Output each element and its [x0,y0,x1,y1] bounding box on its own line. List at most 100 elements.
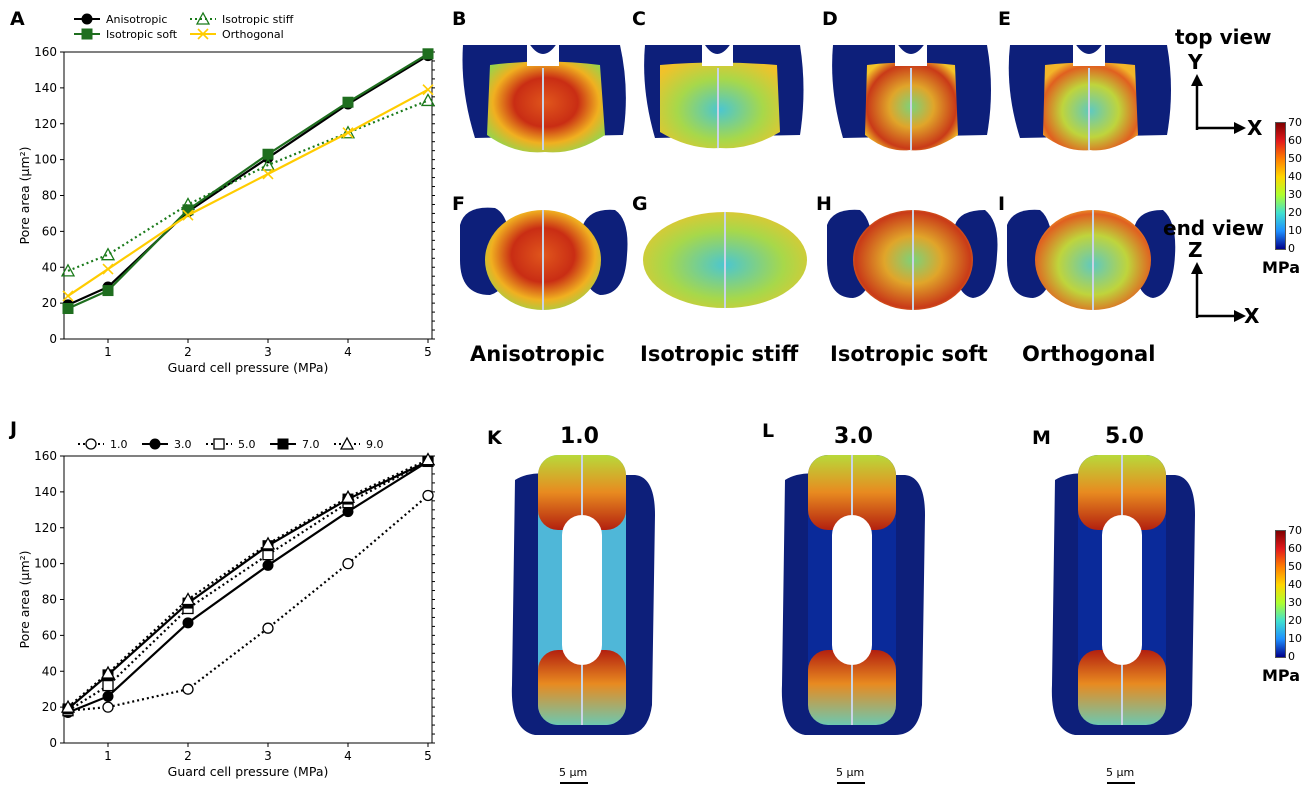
label-isotropic-soft: Isotropic soft [830,342,988,366]
render-k-pressure-1 [511,455,655,735]
y-tick-label: 0 [49,332,57,346]
colorbar-bottom-tick: 50 [1288,560,1302,573]
panel-letter-b: B [452,8,467,30]
data-point-1-0 [262,622,274,634]
legend-marker [85,438,97,450]
data-point-isotropic-stiff [420,93,436,107]
data-point-9-0 [340,489,356,503]
chart-frame [63,455,433,744]
render-b-anisotropic-top [462,40,626,153]
data-point-9-0 [180,592,196,606]
y-tick-label: 140 [34,81,57,95]
y-tick-label: 160 [34,45,57,59]
scale-bar-label-l: 5 μm [836,766,865,779]
colorbar-top [1275,122,1286,250]
data-point-1-0 [422,489,434,502]
legend-label: 3.0 [174,438,192,451]
series-line-9-0 [67,458,429,708]
end-view-axes-arrows [1191,262,1246,322]
chart-a-pore-area-by-model: 0 20 40 60 80 100 120 140 160 1 2 3 4 5 Guard cell pre… [17,11,436,375]
data-point-1-0 [102,701,114,713]
chart-j-pore-area-by-stiffness: 0 20 40 60 80 100 120 140 160 1 2 3 4 5 Guard cell pre… [17,436,436,779]
series-line-5-0 [67,460,429,712]
scale-bar-m [1107,782,1135,784]
panel-letter-g: G [632,193,648,215]
render-l-pressure-3 [781,455,925,735]
colorbar-top-tick: 20 [1288,206,1302,219]
panel-letter-c: C [632,8,646,30]
data-point-isotropic-soft [262,148,274,160]
x-axis-label: Guard cell pressure (MPa) [168,360,329,375]
data-point-3-0 [262,559,274,571]
y-tick-label: 120 [34,117,57,131]
top-view-label: top view [1175,25,1272,49]
simulation-renders-bottom [511,455,1195,735]
scale-bar-l [837,782,865,784]
colorbar-top-unit: MPa [1262,258,1301,277]
colorbar-bottom-tick: 70 [1288,524,1302,537]
data-point-orthogonal [102,263,114,275]
colorbar-bottom-unit: MPa [1262,666,1301,685]
colorbar-bottom-tick: 30 [1288,596,1302,609]
data-point-9-0 [420,452,436,466]
axis-y-letter: Y [1188,50,1203,74]
colorbar-top-tick: 10 [1288,224,1302,237]
series-line-isotropic-soft [67,52,429,310]
render-m-pressure-5 [1051,455,1195,735]
legend-marker [81,28,93,40]
series-line-3-0 [67,460,429,714]
x-tick-label: 1 [104,749,112,763]
x-tick-label: 3 [264,749,272,763]
panel-letter-j: J [10,418,18,440]
x-tick-label: 2 [184,345,192,359]
legend-label: 1.0 [110,438,128,451]
pressure-label-m: 5.0 [1105,424,1144,449]
panel-letter-l: L [762,420,775,442]
x-tick-label: 1 [104,345,112,359]
end-view-label: end view [1163,216,1265,240]
render-c-isotropic-stiff-top [644,40,804,149]
legend-label: Anisotropic [106,13,167,26]
data-point-isotropic-soft [342,96,354,108]
data-point-1-0 [182,683,194,695]
legend-marker [149,438,161,450]
scale-bar-k [560,782,588,784]
legend-marker [81,13,93,25]
panel-letter-f: F [452,193,465,215]
render-i-orthogonal-end [1007,209,1176,310]
x-tick-label: 4 [344,749,352,763]
data-point-orthogonal [342,127,354,139]
colorbar-top-tick: 0 [1288,242,1295,255]
data-point-3-0 [182,617,194,629]
render-f-anisotropic-end [460,207,628,310]
panel-letter-m: M [1032,427,1051,449]
series-line-7-0 [67,460,429,710]
series-line-1-0 [67,494,429,712]
colorbar-bottom-tick: 10 [1288,632,1302,645]
chart-frame [63,51,433,340]
axis-x-letter-end: X [1244,304,1260,328]
data-point-isotropic-soft [102,285,114,297]
x-tick-label: 5 [424,345,432,359]
y-tick-label: 80 [42,189,57,203]
data-point-isotropic-stiff [260,157,276,171]
colorbar-bottom-tick: 0 [1288,650,1295,663]
data-point-1-0 [342,557,354,570]
data-point-orthogonal [62,290,74,302]
y-tick-label: 160 [34,449,57,463]
data-point-5-0 [102,679,114,692]
legend-marker [197,28,209,40]
data-point-9-0 [100,665,116,679]
y-tick-label: 20 [42,700,57,714]
top-view-axes-arrows [1191,74,1246,134]
x-tick-label: 3 [264,345,272,359]
data-point-orthogonal [262,168,274,180]
colorbar-top-tick: 60 [1288,134,1302,147]
data-point-9-0 [60,699,76,713]
colorbar-top-tick: 30 [1288,188,1302,201]
series-line-orthogonal [67,88,429,297]
colorbar-top-tick: 40 [1288,170,1302,183]
panel-letter-e: E [998,8,1011,30]
legend-label: 5.0 [238,438,256,451]
legend-label: 7.0 [302,438,320,451]
